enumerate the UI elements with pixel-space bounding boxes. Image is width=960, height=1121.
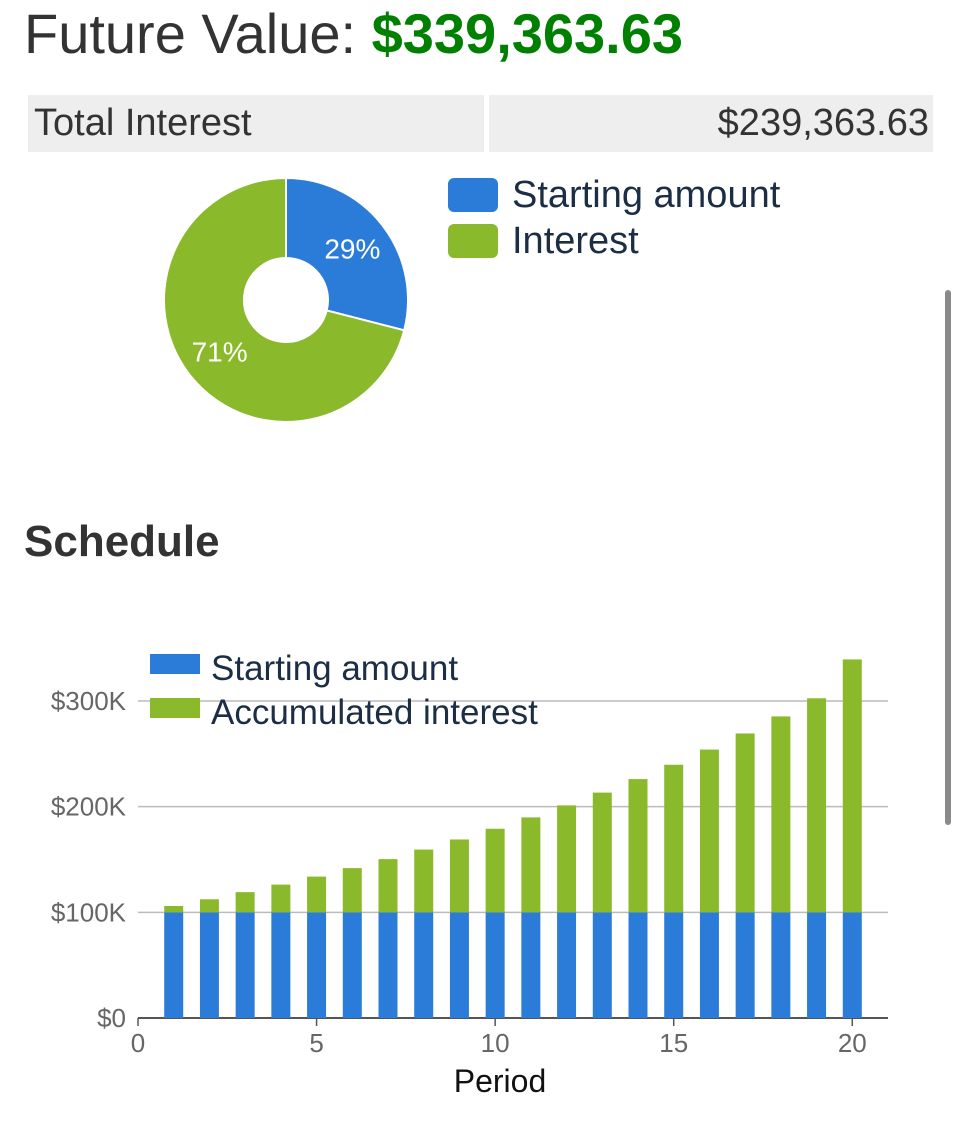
bar-interest-20 [842,659,862,913]
x-tick-label-3: 15 [659,1028,688,1058]
bar-starting-13 [592,912,612,1018]
x-tick-label-4: 20 [838,1028,867,1058]
bar-starting-4 [271,912,291,1018]
donut-slice-label-0: 29% [324,234,380,265]
bar-interest-3 [235,892,255,913]
bar-interest-16 [699,749,719,913]
bar-interest-8 [414,849,434,913]
y-tick-label-0: $0 [97,1003,126,1033]
pie-legend-item-starting: Starting amount [448,172,780,218]
donut-slice-label-1: 71% [192,336,248,367]
bar-interest-2 [199,899,219,913]
chart-legend-swatch-0 [150,654,200,674]
bar-starting-9 [449,912,469,1018]
chart-legend-label-1: Accumulated interest [211,693,538,732]
scrollbar[interactable] [945,290,951,825]
legend-swatch-interest [448,224,498,258]
legend-swatch-starting [448,178,498,212]
bar-interest-4 [271,884,291,913]
y-tick-label-2: $200K [51,792,127,822]
bar-starting-19 [807,912,827,1018]
bar-starting-15 [664,912,684,1018]
y-tick-label-1: $100K [51,897,127,927]
bar-starting-16 [699,912,719,1018]
x-axis-label: Period [454,1063,547,1099]
bar-starting-8 [414,912,434,1018]
legend-label-interest: Interest [512,219,639,262]
bar-interest-18 [771,716,791,913]
bar-interest-10 [485,828,505,913]
bar-interest-7 [378,859,398,913]
bar-interest-13 [592,792,612,913]
x-tick-label-2: 10 [481,1028,510,1058]
total-interest-value: $239,363.63 [489,95,933,152]
bar-starting-18 [771,912,791,1018]
donut-slice-1 [163,176,406,423]
bar-starting-11 [521,912,541,1018]
donut-slice-0 [285,176,409,332]
bar-interest-17 [735,733,755,913]
schedule-heading: Schedule [24,517,220,566]
total-interest-row: Total Interest $239,363.63 [28,95,933,152]
chart-legend-swatch-1 [150,698,200,718]
bar-starting-14 [628,912,648,1018]
donut-chart: 29% 71% [163,176,409,423]
bar-starting-1 [164,912,184,1018]
bar-starting-17 [735,912,755,1018]
total-interest-label: Total Interest [28,95,484,152]
bar-starting-3 [235,912,255,1018]
bar-interest-6 [342,868,362,913]
future-value-amount: $339,363.63 [371,2,684,65]
pie-legend-item-interest: Interest [448,218,780,264]
x-tick-label-1: 5 [309,1028,323,1058]
x-tick-label-0: 0 [131,1028,145,1058]
bar-starting-2 [199,912,219,1018]
bar-starting-20 [842,912,862,1018]
pie-legend: Starting amount Interest [448,172,780,264]
bar-starting-6 [342,912,362,1018]
schedule-bar-chart: $0 $100K $200K $300K 0 5 10 15 20 Period Starting … [51,649,888,1099]
legend-label-starting: Starting amount [512,173,781,216]
future-value-label: Future Value: [24,2,357,65]
chart-legend-label-0: Starting amount [211,649,458,688]
bar-interest-14 [628,779,648,913]
bar-interest-15 [664,764,684,913]
bar-interest-19 [807,698,827,913]
future-value-heading: Future Value: $339,363.63 [24,2,683,66]
bar-interest-5 [307,876,327,913]
bar-interest-11 [521,817,541,913]
bar-starting-10 [485,912,505,1018]
bar-interest-1 [164,905,184,913]
bar-starting-7 [378,912,398,1018]
y-tick-label-3: $300K [51,686,127,716]
bar-starting-12 [557,912,577,1018]
bar-interest-9 [449,839,469,913]
bar-interest-12 [557,805,577,913]
bar-starting-5 [307,912,327,1018]
